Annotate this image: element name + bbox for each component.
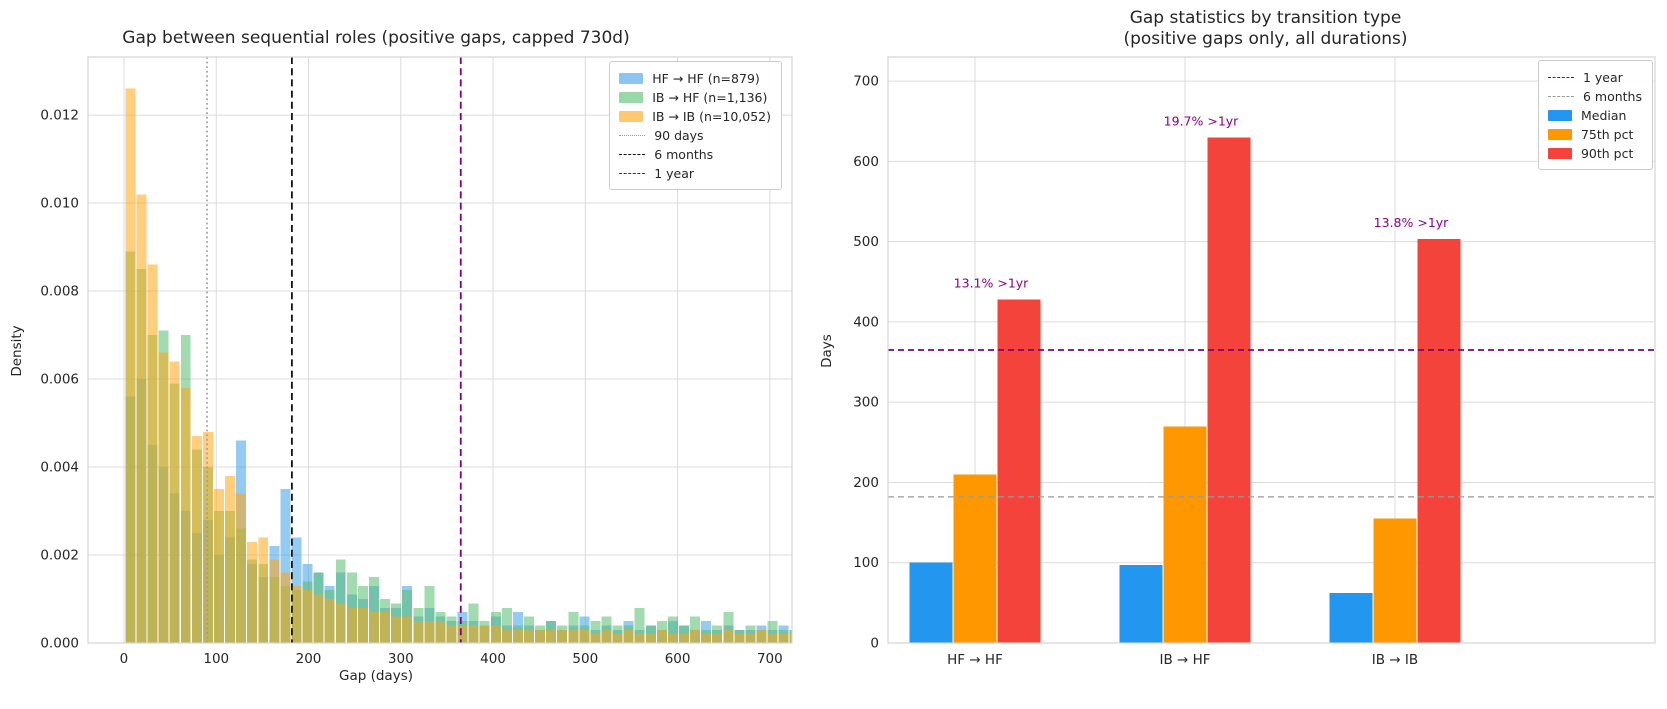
pct-over-1yr-annotation: 19.7% >1yr — [1164, 113, 1240, 128]
legend-label: 1 year — [654, 166, 695, 181]
y-tick-label: 600 — [853, 154, 879, 170]
y-tick-label: 0.002 — [40, 548, 79, 564]
histogram-series-2 — [125, 88, 792, 643]
bar — [1119, 565, 1163, 643]
dashed-line-icon — [1547, 77, 1574, 78]
legend-patch-icon — [1547, 110, 1572, 121]
histogram-plot-area: 0.000 0.002 0.004 0.006 0.008 0.010 0.012 0 100 2… — [40, 56, 793, 667]
legend-patch-icon — [619, 111, 644, 122]
gap-histogram-chart: Gap between sequential roles (positive g… — [0, 0, 800, 709]
x-category-label: IB → HF — [1159, 652, 1210, 668]
right-chart-title: Gap statistics by transition type (posit… — [1123, 8, 1408, 49]
x-tick-label: 300 — [388, 651, 414, 667]
legend-label: 6 months — [654, 147, 714, 162]
y-tick-label: 300 — [853, 395, 879, 411]
legend-item: 75th pct — [1547, 125, 1642, 144]
bar — [909, 562, 953, 643]
bar — [1163, 426, 1207, 643]
x-tick-label: 0 — [120, 651, 129, 667]
y-tick-label: 500 — [853, 234, 879, 250]
y-tick-label: 700 — [853, 74, 879, 90]
left-x-axis-label: Gap (days) — [339, 668, 413, 684]
bar-series-90th-pct — [997, 137, 1461, 643]
legend-item: 90th pct — [1547, 144, 1642, 163]
legend-item: Median — [1547, 106, 1642, 125]
dashed-line-icon — [619, 154, 646, 155]
pct-over-1yr-annotation: 13.1% >1yr — [954, 275, 1030, 290]
y-tick-label: 0.006 — [40, 372, 79, 388]
y-tick-label: 200 — [853, 475, 879, 491]
legend-label: 6 months — [1582, 89, 1642, 104]
bar-plot-area: 13.1% >1yr 19.7% >1yr 13.8% >1yr 0 100 200 300… — [853, 56, 1656, 668]
bar — [997, 299, 1041, 643]
y-tick-label: 100 — [853, 555, 879, 571]
y-tick-label: 0.010 — [40, 196, 79, 212]
legend-patch-icon — [619, 73, 644, 84]
legend-label: 1 year — [1582, 70, 1623, 85]
legend-patch-icon — [1547, 129, 1572, 140]
legend-label: IB → HF (n=1,136) — [652, 90, 768, 105]
bar-series-median — [909, 562, 1373, 643]
y-tick-label: 0.008 — [40, 284, 79, 300]
legend-patch-icon — [619, 92, 644, 103]
bar — [1417, 239, 1461, 643]
x-category-label: HF → HF — [947, 652, 1003, 668]
y-tick-label: 0.012 — [40, 108, 79, 124]
x-tick-label: 400 — [480, 651, 506, 667]
legend-item: 6 months — [619, 145, 771, 164]
dotted-line-icon — [619, 135, 646, 136]
legend-label: 75th pct — [1580, 127, 1634, 142]
x-category-label: IB → IB — [1372, 652, 1418, 668]
legend-item: IB → HF (n=1,136) — [619, 88, 771, 107]
legend-label: Median — [1580, 108, 1627, 123]
legend-label: HF → HF (n=879) — [652, 71, 760, 86]
dashed-line-icon — [1547, 96, 1574, 97]
legend-label: IB → IB (n=10,052) — [652, 109, 771, 124]
bar — [1207, 137, 1251, 643]
bar-series-75th-pct — [953, 426, 1417, 643]
y-tick-label: 400 — [853, 314, 879, 330]
x-tick-label: 500 — [572, 651, 598, 667]
left-chart-legend: HF → HF (n=879) IB → HF (n=1,136) IB → IB … — [609, 61, 782, 190]
bar — [1329, 593, 1373, 643]
legend-patch-icon — [1547, 148, 1572, 159]
legend-item: 1 year — [619, 164, 771, 183]
legend-item: IB → IB (n=10,052) — [619, 107, 771, 126]
x-tick-label: 600 — [665, 651, 691, 667]
legend-item: 6 months — [1547, 87, 1642, 106]
gap-statistics-bar-chart: Gap statistics by transition type (posit… — [800, 0, 1667, 709]
dashed-line-icon — [619, 173, 646, 174]
x-tick-label: 700 — [757, 651, 783, 667]
x-tick-label: 200 — [296, 651, 322, 667]
pct-over-1yr-annotation: 13.8% >1yr — [1374, 215, 1450, 230]
legend-item: 1 year — [1547, 68, 1642, 87]
legend-label: 90 days — [654, 128, 704, 143]
legend-item: 90 days — [619, 126, 771, 145]
legend-item: HF → HF (n=879) — [619, 69, 771, 88]
y-tick-label: 0.000 — [40, 636, 79, 652]
right-chart-legend: 1 year 6 months Median 75th pct 90th pct — [1537, 60, 1653, 170]
y-tick-label: 0 — [870, 636, 879, 652]
left-chart-title: Gap between sequential roles (positive g… — [122, 28, 630, 48]
y-tick-label: 0.004 — [40, 460, 79, 476]
bar — [953, 474, 997, 643]
x-tick-label: 100 — [203, 651, 229, 667]
bar — [1373, 518, 1417, 643]
legend-label: 90th pct — [1580, 146, 1634, 161]
